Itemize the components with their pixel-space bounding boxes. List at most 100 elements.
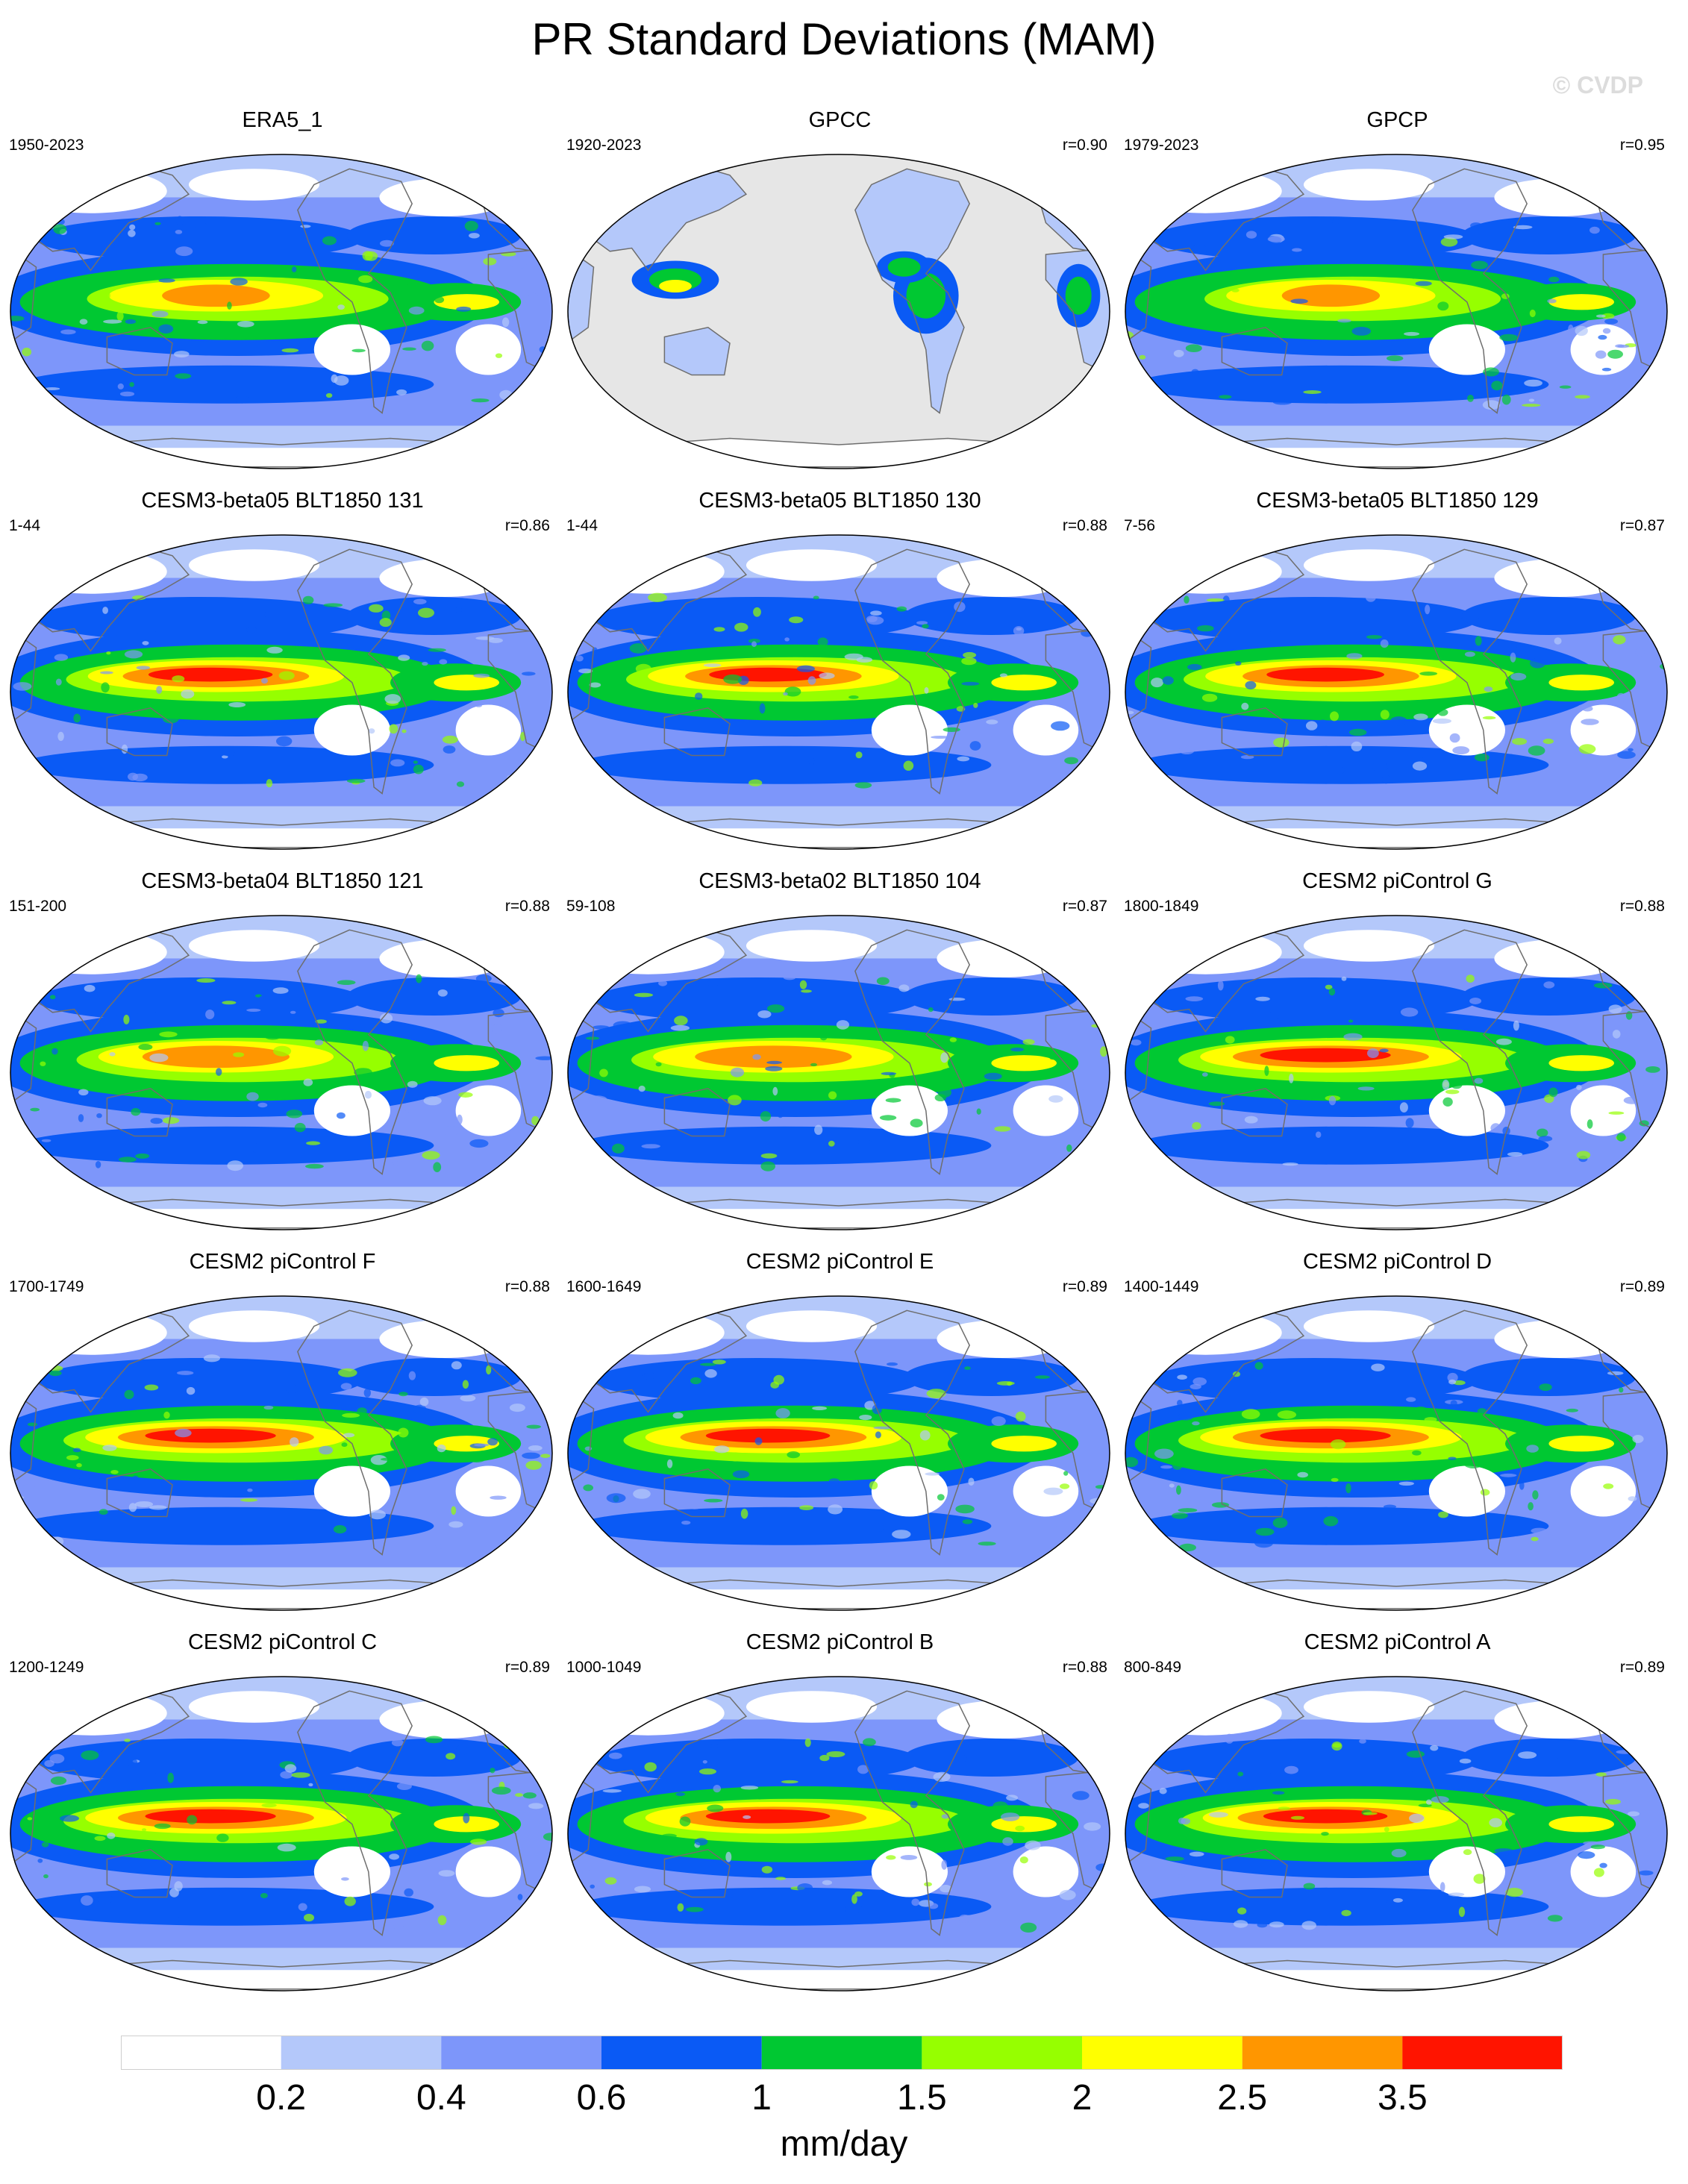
panel-title: GPCC	[808, 108, 872, 132]
texture-speck	[380, 1457, 400, 1461]
texture-speck	[1448, 1456, 1457, 1460]
texture-speck	[460, 1395, 476, 1402]
texture-speck	[1060, 1483, 1070, 1489]
texture-speck	[1399, 1102, 1408, 1113]
texture-speck	[81, 1750, 99, 1760]
texture-speck	[1172, 1459, 1183, 1470]
texture-speck	[699, 1768, 716, 1775]
texture-speck	[1628, 748, 1634, 751]
texture-speck	[1612, 1030, 1621, 1039]
texture-speck	[1652, 1829, 1662, 1833]
texture-speck	[1660, 738, 1667, 747]
texture-speck	[475, 974, 492, 983]
texture-speck	[1169, 1483, 1175, 1488]
texture-speck	[17, 1484, 36, 1492]
texture-speck	[1192, 1121, 1201, 1130]
land-band	[906, 272, 946, 319]
world-map	[10, 154, 553, 469]
texture-speck	[277, 1843, 296, 1852]
dry-patch	[937, 1320, 1068, 1358]
panel-title: CESM3-beta05 BLT1850 129	[1256, 489, 1539, 513]
texture-speck	[1413, 713, 1428, 721]
texture-speck	[1175, 648, 1189, 657]
texture-speck	[684, 1164, 701, 1169]
texture-speck	[877, 1522, 884, 1532]
texture-speck	[787, 1451, 800, 1459]
texture-speck	[149, 1053, 169, 1063]
texture-speck	[1554, 637, 1562, 645]
texture-speck	[443, 745, 456, 754]
texture-speck	[1130, 1039, 1142, 1046]
map-panel: CESM3-beta05 BLT1850 131 1-44 r=0.86	[4, 489, 560, 862]
texture-speck	[227, 301, 232, 310]
texture-speck	[27, 1539, 37, 1549]
texture-speck	[263, 1405, 274, 1410]
coastline-africa	[568, 1008, 595, 1106]
texture-speck	[925, 1472, 940, 1476]
texture-speck	[702, 1760, 707, 1764]
texture-speck	[828, 1504, 843, 1515]
texture-speck	[752, 1054, 761, 1060]
texture-speck	[78, 1114, 84, 1122]
texture-speck	[601, 628, 607, 636]
coastline-americas	[1412, 548, 1528, 795]
dry-patch	[1303, 1691, 1435, 1723]
texture-speck	[734, 622, 748, 632]
texture-speck	[216, 1068, 222, 1076]
dry-patch	[1129, 169, 1282, 213]
dry-patch	[572, 930, 725, 974]
coastline-australia	[663, 326, 731, 376]
texture-speck	[608, 1752, 622, 1759]
texture-speck	[1437, 655, 1445, 659]
storm-track-atlantic	[346, 1358, 522, 1396]
texture-speck	[1554, 1754, 1559, 1759]
texture-speck	[49, 995, 56, 1000]
dry-zone-se-pacific	[313, 324, 390, 375]
texture-speck	[1303, 390, 1322, 394]
texture-speck	[401, 729, 407, 733]
texture-speck	[119, 391, 135, 397]
texture-speck	[422, 1151, 440, 1160]
coastline-americas	[1412, 929, 1528, 1175]
texture-speck	[648, 592, 667, 602]
texture-speck	[622, 1473, 628, 1478]
texture-speck	[41, 1842, 49, 1847]
texture-speck	[813, 595, 819, 600]
texture-speck	[284, 1764, 297, 1773]
coastline-africa	[568, 247, 595, 345]
texture-speck	[1272, 1791, 1285, 1795]
texture-speck	[875, 1431, 881, 1439]
texture-speck	[1006, 1795, 1019, 1801]
texture-speck	[1489, 1818, 1502, 1827]
texture-speck	[228, 702, 246, 707]
texture-speck	[593, 1025, 610, 1030]
panel-pattern-correlation: r=0.89	[504, 1659, 550, 1676]
texture-speck	[1022, 1039, 1035, 1045]
world-map	[567, 534, 1110, 850]
texture-speck	[1404, 331, 1420, 337]
coastline-africaE	[487, 247, 552, 376]
texture-speck	[473, 673, 490, 678]
texture-speck	[1415, 281, 1432, 287]
texture-speck	[799, 1505, 814, 1510]
dry-zone-se-atlantic	[1570, 1465, 1637, 1517]
texture-speck	[1015, 1825, 1025, 1832]
storm-track-atlantic	[1461, 597, 1637, 635]
texture-speck	[1643, 1909, 1663, 1915]
texture-speck	[351, 348, 366, 353]
texture-speck	[1568, 325, 1574, 335]
texture-speck	[606, 1493, 626, 1504]
texture-speck	[1244, 1116, 1258, 1124]
texture-speck	[354, 676, 363, 681]
texture-speck	[783, 692, 788, 696]
map-panel: CESM2 piControl B 1000-1049 r=0.88	[562, 1630, 1118, 2003]
texture-speck	[1325, 984, 1333, 990]
texture-speck	[1332, 1743, 1342, 1748]
texture-speck	[290, 1010, 296, 1014]
texture-speck	[1653, 1368, 1667, 1378]
panel-period: 151-200	[9, 898, 67, 915]
texture-speck	[964, 1366, 971, 1370]
texture-speck	[495, 353, 503, 358]
texture-speck	[1341, 1909, 1351, 1917]
dry-zone-se-pacific	[871, 704, 948, 756]
